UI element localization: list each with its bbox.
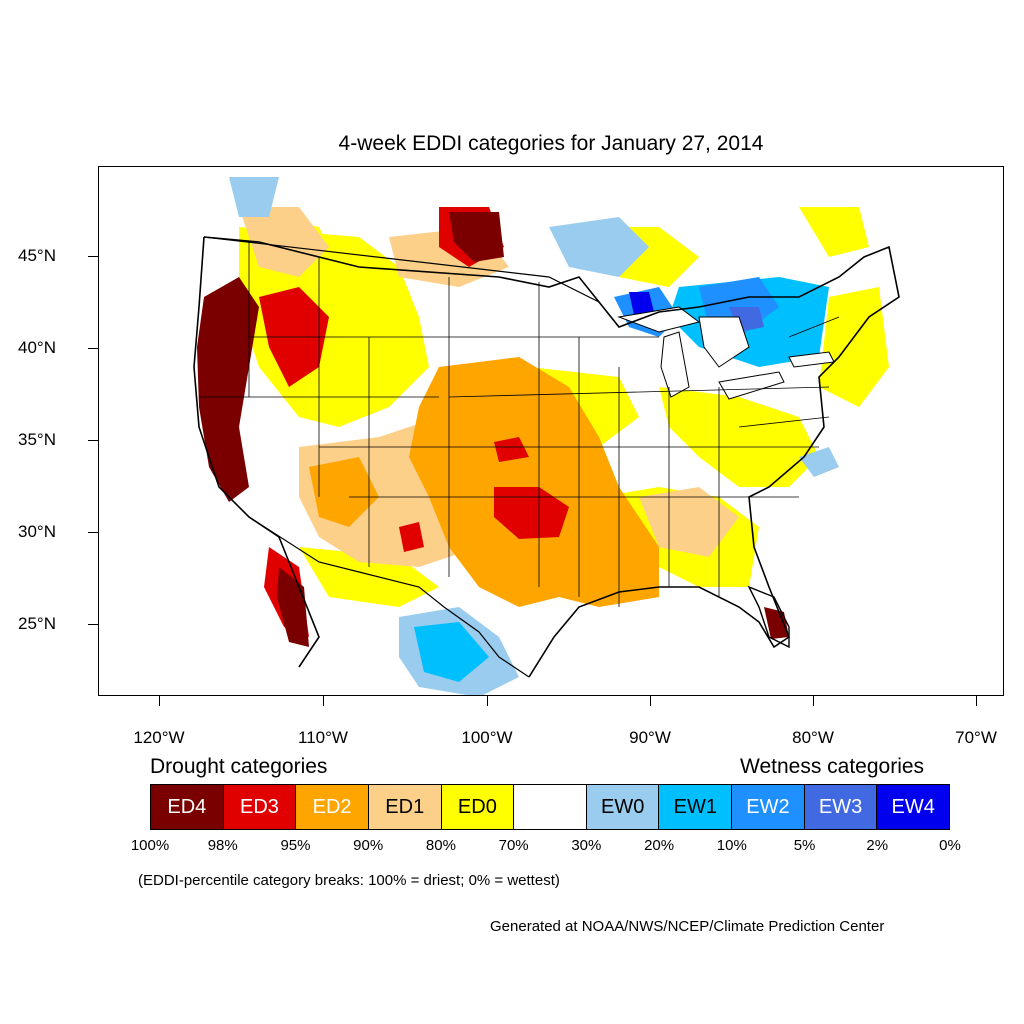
canada-border (203, 236, 600, 303)
eddi-map (98, 166, 1004, 696)
legend-swatch-ew4: EW4 (877, 785, 950, 829)
lat-label-45: 45°N (18, 246, 56, 265)
legend-swatch-ed2: ED2 (296, 785, 369, 829)
lon-label-110: 110°W (298, 728, 348, 747)
legend-break-label: 80% (425, 837, 456, 854)
legend-break-label: 30% (571, 837, 602, 854)
lon-tick (976, 696, 977, 706)
lon-label-120: 120°W (133, 728, 185, 747)
lat-tick (88, 256, 98, 257)
lon-tick (159, 696, 160, 706)
lon-label-100: 100°W (461, 728, 513, 747)
lon-label-70: 70°W (955, 728, 997, 747)
drought-heading: Drought categories (150, 755, 328, 778)
legend-break-label: 98% (207, 837, 238, 854)
legend-swatch-ew3: EW3 (804, 785, 878, 829)
lat-label-25: 25°N (18, 614, 56, 633)
lon-label-90: 90°W (629, 728, 671, 747)
legend-swatch-neutral (514, 785, 587, 829)
legend-swatch-ed4: ED4 (151, 785, 224, 829)
legend-break-label: 5% (793, 837, 816, 854)
ed4-regions (197, 212, 789, 647)
lon-tick (487, 696, 488, 706)
legend-swatch-ew0: EW0 (586, 785, 660, 829)
legend-swatch-ew2: EW2 (732, 785, 805, 829)
lat-tick (88, 624, 98, 625)
credit-text: Generated at NOAA/NWS/NCEP/Climate Predi… (490, 918, 885, 935)
legend-note: (EDDI-percentile category breaks: 100% =… (138, 872, 560, 889)
lat-tick (88, 348, 98, 349)
coastline (203, 236, 900, 678)
legend-colorbar: ED4 ED3 ED2 ED1 ED0 EW0 EW1 EW2 EW3 EW4 (150, 784, 950, 830)
map-title: 4-week EDDI categories for January 27, 2… (338, 132, 764, 155)
legend-break-label: 90% (353, 837, 384, 854)
us-mexico-border (248, 516, 530, 678)
legend-swatch-ed0: ED0 (441, 785, 515, 829)
lon-tick (813, 696, 814, 706)
state-lines (199, 242, 840, 607)
legend-break-label: 95% (280, 837, 311, 854)
legend-break-label: 2% (866, 837, 889, 854)
legend-swatch-ed1: ED1 (368, 785, 442, 829)
legend-break-label: 100% (130, 837, 170, 854)
wetness-heading: Wetness categories (740, 755, 925, 778)
florida (747, 585, 790, 649)
legend-swatch-ed3: ED3 (223, 785, 297, 829)
legend-break-label: 10% (716, 837, 747, 854)
lat-tick (88, 440, 98, 441)
legend-swatch-ew1: EW1 (659, 785, 733, 829)
west-coast (193, 236, 320, 668)
lat-label-35: 35°N (18, 430, 56, 449)
legend-break-label: 70% (498, 837, 529, 854)
map-canvas (193, 177, 900, 695)
lat-label-40: 40°N (18, 338, 56, 357)
legend-break-label: 20% (644, 837, 675, 854)
lon-label-80: 80°W (792, 728, 834, 747)
great-lakes (617, 306, 835, 400)
lat-label-30: 30°N (18, 522, 56, 541)
lon-tick (323, 696, 324, 706)
lon-tick (650, 696, 651, 706)
ed2-regions (309, 357, 659, 607)
legend-break-label: 0% (939, 837, 961, 854)
lat-tick (88, 532, 98, 533)
